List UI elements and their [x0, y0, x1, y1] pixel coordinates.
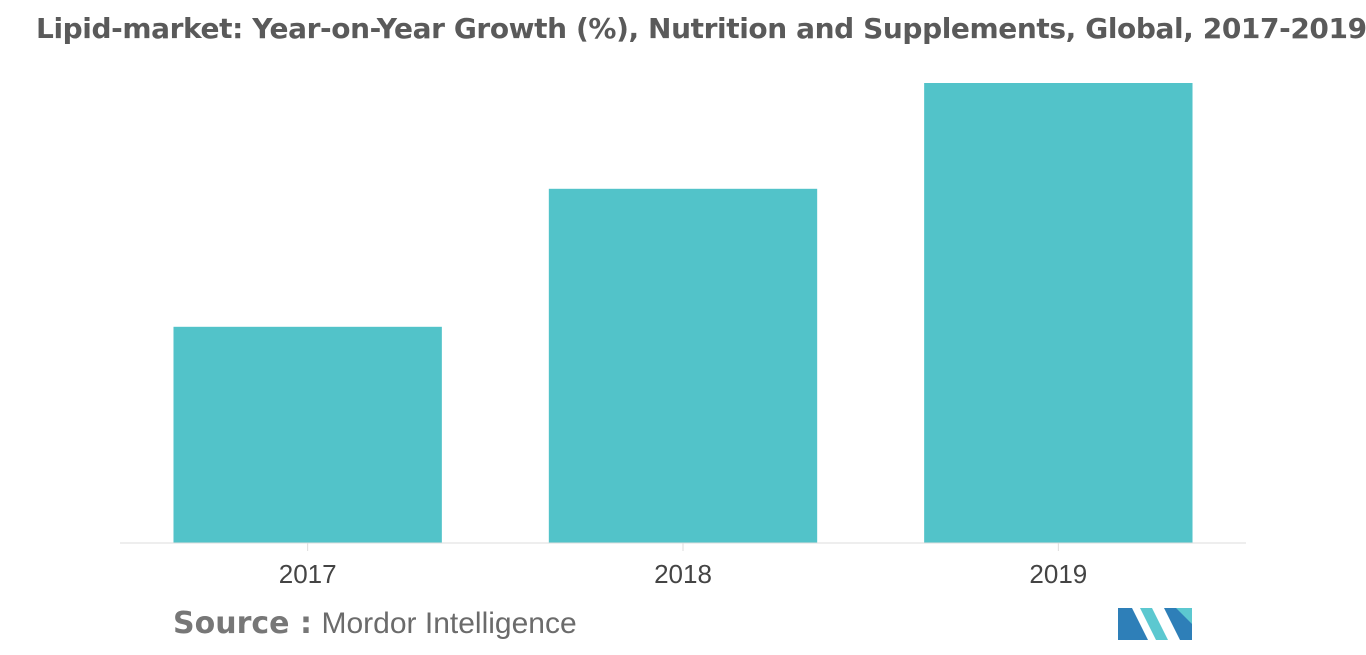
x-tick-label-2019: 2019: [1029, 559, 1087, 589]
chart-title: Lipid-market: Year-on-Year Growth (%), N…: [36, 12, 1366, 45]
bars-group: [173, 83, 1193, 544]
mordor-intelligence-logo-icon: [1118, 608, 1192, 640]
bar-2019: [924, 83, 1193, 543]
source-label: Source :: [173, 606, 312, 641]
bar-chart: 2017 2018 2019: [120, 83, 1246, 589]
source-note: Source : Mordor Intelligence: [173, 606, 577, 641]
x-ticks-group: [307, 543, 1059, 551]
source-value: Mordor Intelligence: [321, 607, 577, 640]
x-tick-label-2018: 2018: [654, 559, 712, 589]
bar-2017: [173, 326, 442, 543]
logo-shape-mid: [1140, 608, 1168, 640]
logo-shape-right-light: [1176, 608, 1192, 624]
bar-2018: [548, 188, 818, 544]
x-tick-labels-group: 2017 2018 2019: [279, 559, 1088, 589]
x-tick-label-2017: 2017: [279, 559, 337, 589]
logo-shape-left: [1118, 608, 1148, 640]
